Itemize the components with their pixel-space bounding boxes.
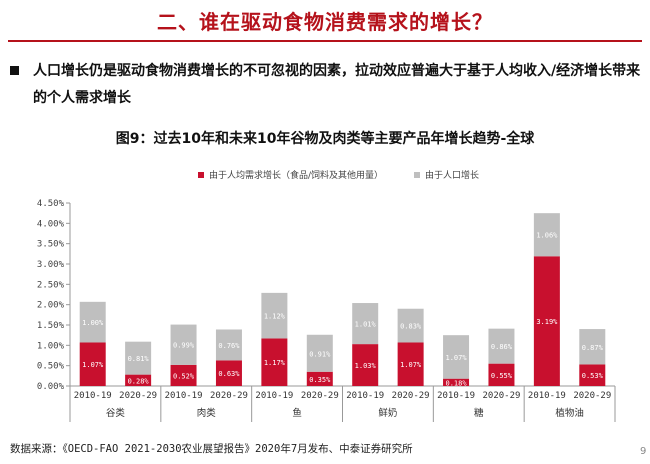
data-label-population: 0.81% bbox=[128, 355, 150, 363]
bar-income bbox=[125, 374, 152, 386]
bar-income bbox=[352, 344, 379, 386]
data-label-population: 0.99% bbox=[173, 342, 195, 350]
data-label-population: 0.91% bbox=[309, 350, 331, 358]
data-label-population: 0.87% bbox=[582, 344, 604, 352]
y-tick-label: 1.50% bbox=[37, 321, 65, 331]
data-label-population: 1.01% bbox=[355, 321, 377, 329]
bar-income bbox=[215, 360, 242, 386]
bar-population bbox=[488, 328, 515, 364]
y-tick-label: 2.50% bbox=[37, 280, 65, 290]
x-tick-label: 2020-29 bbox=[482, 391, 520, 401]
legend-label-income: 由于人均需求增长（食品/饲料及其他用量） bbox=[209, 171, 384, 181]
data-label-income: 3.19% bbox=[536, 318, 558, 326]
bar-population bbox=[215, 329, 242, 361]
bar-population bbox=[79, 301, 106, 343]
data-label-population: 0.83% bbox=[400, 323, 422, 331]
data-label-income: 0.63% bbox=[218, 370, 240, 378]
group-label: 谷类 bbox=[106, 407, 126, 419]
data-label-population: 1.06% bbox=[536, 232, 558, 240]
legend-swatch-income bbox=[198, 171, 204, 178]
bullet-text: 人口增长仍是驱动食物消费增长的不可忽视的因素，拉动效应普遍大于基于人均收入/经济… bbox=[33, 63, 641, 106]
x-tick-label: 2010-19 bbox=[528, 391, 566, 401]
data-label-population: 1.12% bbox=[264, 313, 286, 321]
group-label: 植物油 bbox=[555, 407, 584, 419]
title-divider bbox=[8, 40, 642, 42]
y-tick-label: 0.50% bbox=[37, 362, 65, 372]
x-tick-label: 2010-19 bbox=[255, 391, 293, 401]
data-label-income: 0.28% bbox=[128, 377, 150, 385]
legend-label-population: 由于人口增长 bbox=[425, 171, 480, 181]
x-tick-label: 2020-29 bbox=[210, 391, 248, 401]
data-label-income: 1.17% bbox=[264, 359, 286, 367]
bullet-square-icon bbox=[10, 66, 19, 75]
bar-income bbox=[533, 256, 560, 386]
y-tick-label: 0.00% bbox=[37, 382, 65, 392]
page-title: 二、谁在驱动食物消费需求的增长？ bbox=[157, 10, 493, 34]
x-tick-label: 2020-29 bbox=[392, 391, 430, 401]
x-tick-label: 2020-29 bbox=[573, 391, 611, 401]
x-tick-label: 2010-19 bbox=[437, 391, 475, 401]
y-tick-label: 3.00% bbox=[37, 260, 65, 270]
bar-income bbox=[443, 378, 470, 386]
group-label: 肉类 bbox=[197, 407, 217, 419]
y-tick-label: 3.50% bbox=[37, 240, 65, 250]
data-label-income: 0.55% bbox=[491, 372, 513, 380]
x-tick-label: 2010-19 bbox=[346, 391, 384, 401]
data-label-income: 1.07% bbox=[400, 361, 422, 369]
page-number: 9 bbox=[640, 446, 647, 457]
y-tick-label: 4.00% bbox=[37, 219, 65, 229]
data-label-population: 1.00% bbox=[82, 319, 104, 327]
bar-income bbox=[488, 363, 515, 386]
data-label-income: 0.52% bbox=[173, 372, 195, 380]
bar-population bbox=[352, 303, 379, 345]
data-label-population: 0.76% bbox=[218, 342, 240, 350]
data-label-population: 1.07% bbox=[446, 354, 468, 362]
stacked-bar-chart: 0.00% 0.50% 1.00% 1.50% 2.00% 2.50% 3.00% 3.50%… bbox=[37, 199, 616, 422]
group-label: 糖 bbox=[474, 407, 484, 419]
data-label-income: 0.35% bbox=[309, 376, 331, 384]
y-tick-label: 2.00% bbox=[37, 301, 65, 311]
data-label-income: 1.03% bbox=[355, 362, 377, 370]
data-label-income: 0.53% bbox=[582, 372, 604, 380]
source-note: 数据来源：《OECD-FAO 2021-2030农业展望报告》2020年7月发布… bbox=[10, 443, 413, 455]
x-tick-label: 2010-19 bbox=[74, 391, 112, 401]
bar-population bbox=[306, 334, 333, 372]
bar-population bbox=[533, 213, 560, 257]
legend-item-income: 由于人均需求增长（食品/饲料及其他用量） bbox=[198, 168, 383, 181]
bar-income bbox=[306, 371, 333, 386]
data-label-income: 1.07% bbox=[82, 361, 104, 369]
bar-population bbox=[125, 341, 152, 375]
bar-population bbox=[261, 292, 288, 339]
chart-title: 图9：过去10年和未来10年谷物及肉类等主要产品年增长趋势-全球 bbox=[115, 131, 535, 147]
data-label-population: 0.86% bbox=[491, 343, 513, 351]
bar-population bbox=[443, 335, 470, 379]
bar-income bbox=[170, 364, 197, 386]
bar-population bbox=[579, 329, 606, 365]
group-label: 鱼 bbox=[292, 407, 302, 419]
legend-item-population: 由于人口增长 bbox=[414, 168, 479, 181]
x-tick-label: 2010-19 bbox=[165, 391, 203, 401]
y-tick-label: 1.00% bbox=[37, 341, 65, 351]
x-tick-label: 2020-29 bbox=[301, 391, 339, 401]
y-tick-label: 4.50% bbox=[37, 199, 65, 209]
x-tick-label: 2020-29 bbox=[119, 391, 157, 401]
bar-income bbox=[579, 364, 606, 386]
bar-income bbox=[79, 342, 106, 386]
legend-swatch-population bbox=[414, 171, 420, 178]
bar-population bbox=[397, 308, 424, 343]
bar-population bbox=[170, 324, 197, 365]
chart-legend: 由于人均需求增长（食品/饲料及其他用量） 由于人口增长 bbox=[0, 168, 650, 182]
data-label-income: 0.18% bbox=[446, 379, 468, 387]
bar-income bbox=[397, 342, 424, 386]
bar-income bbox=[261, 338, 288, 386]
group-label: 鲜奶 bbox=[378, 407, 397, 419]
